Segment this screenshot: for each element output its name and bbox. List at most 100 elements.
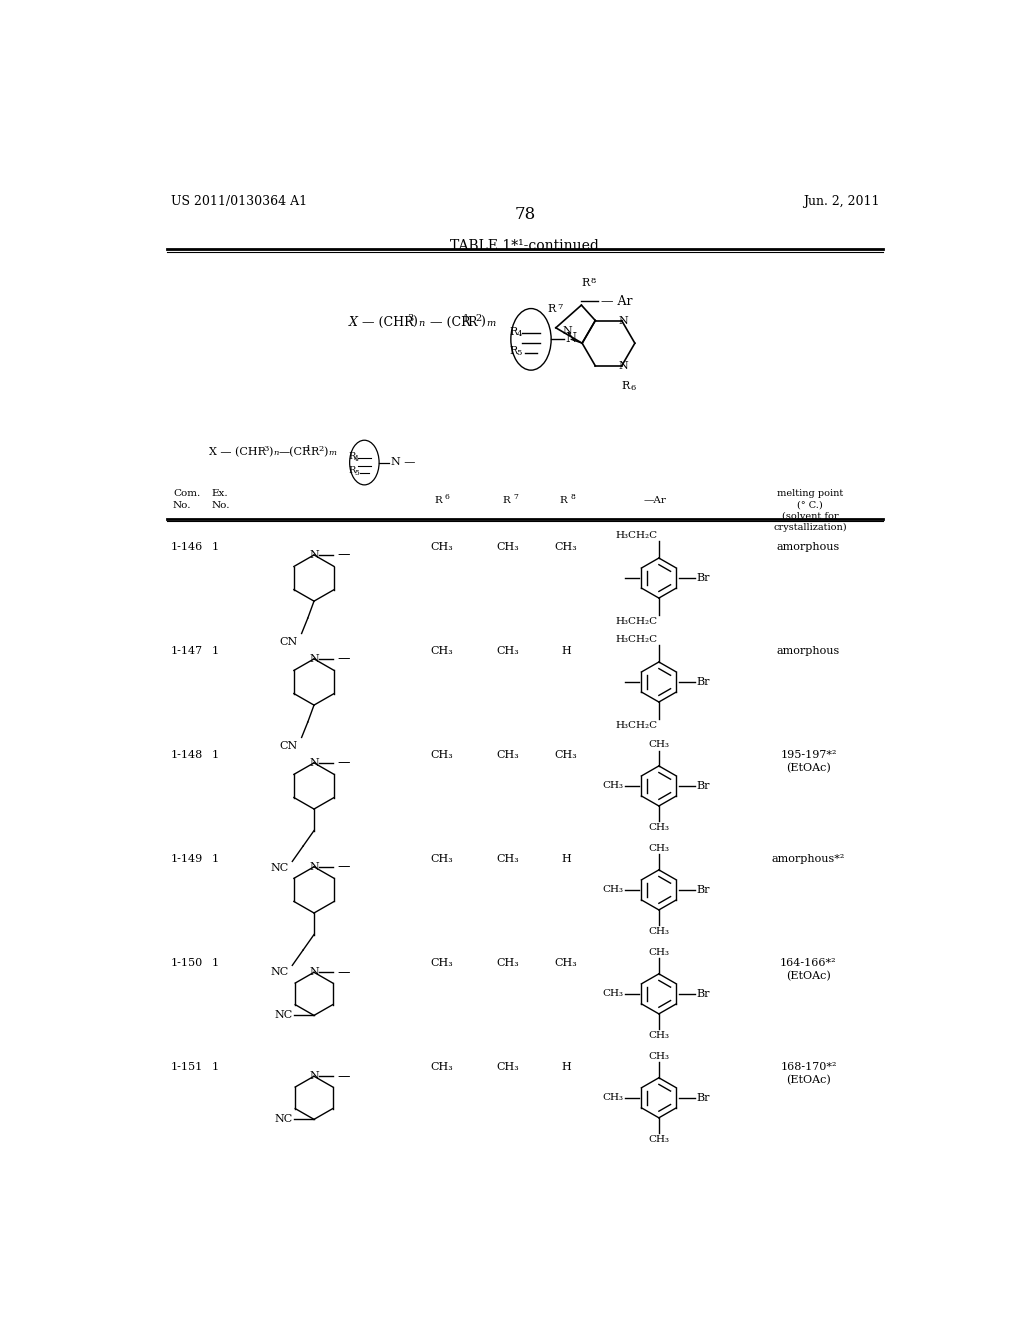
- Text: NC: NC: [271, 966, 289, 977]
- Text: N: N: [618, 315, 628, 326]
- Text: — (CR: — (CR: [426, 317, 471, 329]
- Text: 1-149: 1-149: [171, 854, 203, 863]
- Text: 5: 5: [516, 350, 521, 358]
- Text: Jun. 2, 2011: Jun. 2, 2011: [803, 195, 880, 209]
- Text: 1: 1: [463, 314, 469, 323]
- Text: R: R: [349, 466, 356, 475]
- Text: H₃CH₂C: H₃CH₂C: [615, 721, 657, 730]
- Text: CH₃: CH₃: [430, 645, 454, 656]
- Text: Br: Br: [696, 884, 710, 895]
- Text: —Ar: —Ar: [643, 496, 667, 504]
- Text: R: R: [509, 326, 517, 337]
- Text: CH₃: CH₃: [648, 741, 670, 748]
- Text: CH₃: CH₃: [497, 645, 519, 656]
- Text: CH₃: CH₃: [430, 750, 454, 760]
- Text: R: R: [434, 496, 442, 504]
- Text: 3: 3: [407, 314, 414, 323]
- Text: 1-146: 1-146: [171, 543, 203, 552]
- Text: 6: 6: [445, 494, 450, 502]
- Text: 2: 2: [318, 445, 324, 453]
- Text: N: N: [618, 360, 628, 371]
- Text: N: N: [309, 862, 318, 871]
- Text: 8: 8: [570, 494, 575, 502]
- Text: ): ): [480, 317, 484, 329]
- Text: H: H: [561, 645, 570, 656]
- Text: CH₃: CH₃: [497, 1061, 519, 1072]
- Text: CH₃: CH₃: [430, 854, 454, 863]
- Text: m: m: [328, 449, 336, 458]
- Text: n: n: [273, 449, 279, 458]
- Text: N: N: [309, 550, 318, 560]
- Text: Br: Br: [696, 677, 710, 686]
- Text: 1: 1: [212, 1061, 219, 1072]
- Text: CN: CN: [280, 638, 298, 647]
- Text: CH₃: CH₃: [602, 1093, 624, 1102]
- Text: TABLE 1*¹-continued: TABLE 1*¹-continued: [451, 239, 599, 253]
- Text: N: N: [562, 326, 572, 335]
- Text: —: —: [337, 548, 350, 561]
- Text: N: N: [309, 653, 318, 664]
- Text: CH₃: CH₃: [602, 886, 624, 895]
- Text: 1: 1: [212, 645, 219, 656]
- Text: 168-170*²
(EtOAc): 168-170*² (EtOAc): [780, 1061, 837, 1085]
- Text: ): ): [413, 317, 418, 329]
- Text: X — (CHR: X — (CHR: [209, 447, 266, 458]
- Text: 1: 1: [212, 750, 219, 760]
- Text: 1: 1: [306, 445, 311, 453]
- Text: Br: Br: [696, 1093, 710, 1102]
- Text: 1-151: 1-151: [171, 1061, 203, 1072]
- Text: CH₃: CH₃: [497, 543, 519, 552]
- Text: N —: N —: [391, 457, 415, 467]
- Text: 8: 8: [591, 277, 596, 285]
- Text: R: R: [467, 317, 477, 329]
- Text: 3: 3: [263, 445, 269, 453]
- Text: 1-150: 1-150: [171, 958, 203, 968]
- Text: —: —: [337, 756, 350, 770]
- Text: US 2011/0130364 A1: US 2011/0130364 A1: [171, 195, 307, 209]
- Text: H₃CH₂C: H₃CH₂C: [615, 635, 657, 644]
- Text: CH₃: CH₃: [497, 958, 519, 968]
- Text: CH₃: CH₃: [648, 1135, 670, 1143]
- Text: CH₃: CH₃: [648, 948, 670, 957]
- Text: melting point
(° C.)
(solvent for
crystallization): melting point (° C.) (solvent for crysta…: [773, 490, 847, 532]
- Text: R: R: [503, 496, 510, 504]
- Text: N: N: [309, 968, 318, 977]
- Text: CH₃: CH₃: [648, 1052, 670, 1061]
- Text: amorphous: amorphous: [777, 543, 840, 552]
- Text: R: R: [509, 346, 517, 356]
- Text: 78: 78: [514, 206, 536, 223]
- Text: 1-147: 1-147: [171, 645, 203, 656]
- Text: Com.
No.: Com. No.: [173, 490, 201, 511]
- Text: —: —: [337, 861, 350, 874]
- Text: CH₃: CH₃: [648, 1031, 670, 1040]
- Text: 7: 7: [557, 302, 563, 312]
- Text: 6: 6: [631, 384, 636, 392]
- Text: N: N: [309, 758, 318, 768]
- Text: R: R: [622, 381, 630, 391]
- Text: N: N: [309, 1072, 318, 1081]
- Text: X: X: [349, 317, 357, 329]
- Text: NC: NC: [274, 1010, 292, 1020]
- Text: CH₃: CH₃: [648, 927, 670, 936]
- Text: H₃CH₂C: H₃CH₂C: [615, 531, 657, 540]
- Text: R: R: [548, 304, 556, 314]
- Text: — (CHR: — (CHR: [358, 317, 414, 329]
- Text: —: —: [337, 966, 350, 979]
- Text: n: n: [419, 318, 425, 327]
- Text: CH₃: CH₃: [430, 958, 454, 968]
- Text: CH₃: CH₃: [430, 543, 454, 552]
- Text: CH₃: CH₃: [602, 990, 624, 998]
- Text: Br: Br: [696, 989, 710, 999]
- Text: R: R: [311, 447, 319, 457]
- Text: CH₃: CH₃: [602, 781, 624, 791]
- Text: CH₃: CH₃: [555, 750, 578, 760]
- Text: Br: Br: [696, 573, 710, 583]
- Text: NC: NC: [274, 1114, 292, 1125]
- Text: 1-148: 1-148: [171, 750, 203, 760]
- Text: 1: 1: [212, 854, 219, 863]
- Text: amorphous*²: amorphous*²: [772, 854, 845, 863]
- Text: CH₃: CH₃: [648, 843, 670, 853]
- Text: H: H: [561, 854, 570, 863]
- Text: 1: 1: [212, 958, 219, 968]
- Text: 164-166*²
(EtOAc): 164-166*² (EtOAc): [780, 958, 837, 981]
